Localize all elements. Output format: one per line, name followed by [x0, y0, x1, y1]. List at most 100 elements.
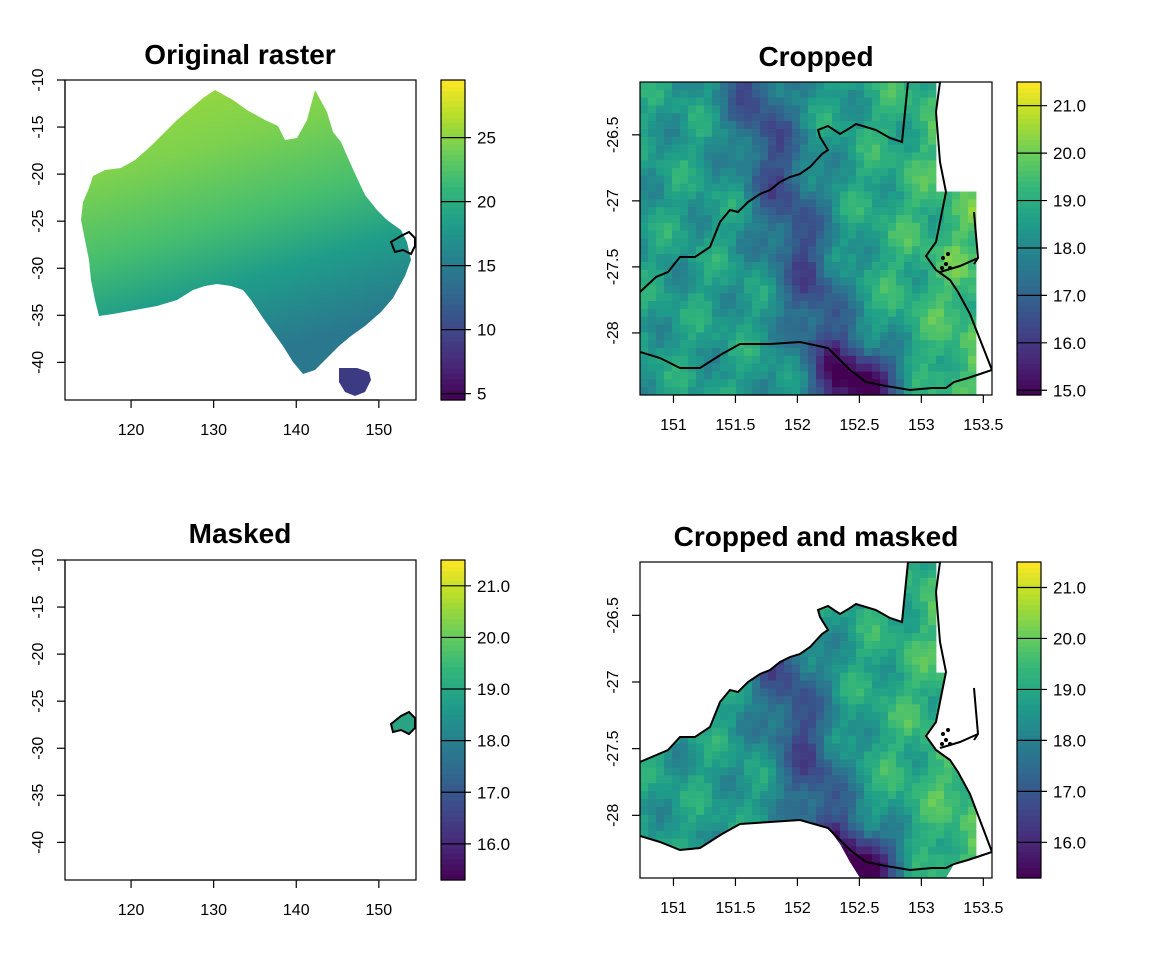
colorbar-tick-label: 18.0: [1053, 239, 1086, 258]
raster-cell: [896, 261, 905, 271]
raster-cell: [752, 688, 761, 697]
raster-cell: [712, 348, 721, 357]
colorbar-swatch: [441, 613, 465, 620]
raster-cell: [896, 822, 905, 831]
raster-cell: [888, 254, 897, 263]
raster-cell: [920, 332, 929, 341]
raster-cell: [928, 308, 937, 318]
raster-cell: [824, 720, 833, 729]
raster-cell: [704, 199, 713, 208]
colorbar-swatch: [1017, 583, 1041, 589]
raster-cell: [912, 641, 921, 650]
raster-cell: [864, 838, 873, 847]
raster-cell: [880, 254, 889, 263]
raster-cell: [776, 97, 785, 106]
raster-cell: [736, 783, 745, 792]
colorbar-swatch: [441, 133, 465, 140]
raster-cell: [920, 183, 929, 192]
raster-cell: [968, 379, 977, 388]
raster-cell: [904, 144, 913, 153]
raster-cell: [712, 175, 721, 185]
raster-cell: [656, 609, 665, 618]
raster-cell: [776, 696, 785, 705]
raster-cell: [720, 593, 729, 602]
raster-cell: [832, 664, 841, 673]
raster-cell: [832, 113, 841, 122]
raster-cell: [768, 332, 777, 341]
raster-cell: [904, 316, 913, 325]
raster-cell: [664, 269, 673, 279]
raster-cell: [648, 136, 657, 145]
raster-cell: [760, 269, 769, 279]
raster-cell: [752, 121, 761, 130]
raster-cell: [664, 113, 673, 122]
raster-cell: [792, 696, 801, 705]
raster-cell: [704, 121, 713, 130]
raster-cell: [656, 870, 665, 878]
raster-cell: [912, 562, 921, 571]
raster-cell: [800, 870, 809, 878]
raster-cell: [840, 656, 849, 666]
raster-cell: [680, 207, 689, 216]
raster-cell: [968, 830, 977, 839]
raster-cell: [832, 783, 841, 792]
raster-cell: [832, 340, 841, 349]
raster-cell: [712, 222, 721, 232]
colorbar-frame: [440, 79, 466, 401]
raster-cell: [912, 105, 921, 114]
raster-cell: [712, 215, 721, 224]
raster-cell: [952, 301, 961, 310]
raster-cell: [928, 783, 937, 792]
raster-cell: [664, 222, 673, 232]
raster-cell: [784, 641, 793, 650]
raster-cell: [832, 609, 841, 618]
raster-cell: [872, 751, 881, 760]
raster-cell: [896, 680, 905, 689]
raster-cell: [744, 293, 753, 302]
raster-cell: [648, 656, 657, 666]
raster-cell: [648, 82, 657, 91]
raster-cell: [808, 783, 817, 792]
raster-cell: [640, 363, 649, 372]
raster-cell: [760, 806, 769, 816]
raster-cell: [880, 799, 889, 808]
x-tick-label: 120: [118, 422, 145, 439]
raster-cell: [856, 585, 865, 594]
raster-cell: [648, 806, 657, 816]
raster-cell: [728, 324, 737, 333]
raster-cell: [816, 569, 825, 579]
raster-cell: [664, 324, 673, 333]
raster-cell: [808, 751, 817, 760]
raster-cell: [848, 199, 857, 208]
raster-cell: [784, 625, 793, 634]
raster-cell: [744, 144, 753, 153]
raster-cell: [848, 152, 857, 161]
raster-cell: [832, 806, 841, 816]
raster-cell: [840, 128, 849, 138]
raster-cell: [672, 332, 681, 341]
raster-cell: [656, 113, 665, 122]
raster-cell: [872, 625, 881, 634]
raster-cell: [872, 830, 881, 839]
raster-cell: [816, 121, 825, 130]
raster-cell: [656, 230, 665, 239]
raster-cell: [792, 712, 801, 721]
raster-cell: [736, 301, 745, 310]
raster-cell: [864, 664, 873, 673]
raster-cell: [752, 128, 761, 138]
y-tick-label: -40: [30, 831, 47, 854]
raster-cell: [832, 191, 841, 200]
raster-cell: [680, 293, 689, 302]
raster-cell: [696, 680, 705, 689]
colorbar-swatch: [441, 346, 465, 353]
colorbar-tick-label: 21.0: [1053, 97, 1086, 116]
raster-cell: [912, 680, 921, 689]
raster-cell: [832, 183, 841, 192]
raster-cell: [832, 97, 841, 106]
raster-cell: [888, 735, 897, 745]
raster-cell: [832, 199, 841, 208]
raster-cell: [896, 199, 905, 208]
raster-cell: [928, 89, 937, 99]
raster-cell: [736, 569, 745, 579]
colorbar-tick-label: 16.0: [477, 835, 510, 854]
